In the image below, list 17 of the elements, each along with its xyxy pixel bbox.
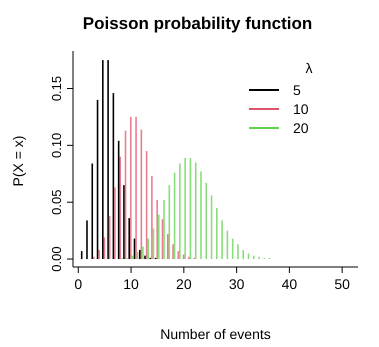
chart-title: Poisson probability function — [82, 14, 314, 34]
legend-label: 5 — [293, 82, 301, 98]
x-tick-label: 20 — [176, 276, 192, 292]
y-tick-label: 0.10 — [49, 132, 64, 158]
legend-label: 20 — [293, 120, 309, 136]
x-tick-label: 10 — [123, 276, 140, 292]
x-tick-label: 0 — [74, 276, 82, 292]
x-tick-label: 40 — [282, 276, 298, 292]
legend-title: λ — [304, 60, 314, 76]
x-tick-label: 50 — [334, 276, 350, 292]
y-tick-label: 0.00 — [49, 246, 64, 272]
y-axis-title: P(X = x) — [10, 134, 26, 188]
y-tick-label: 0.15 — [49, 76, 64, 102]
x-tick-label: 30 — [228, 276, 245, 292]
legend-label: 10 — [293, 100, 309, 116]
y-tick-label: 0.05 — [49, 190, 64, 215]
x-axis-title: Number of events — [160, 326, 271, 342]
